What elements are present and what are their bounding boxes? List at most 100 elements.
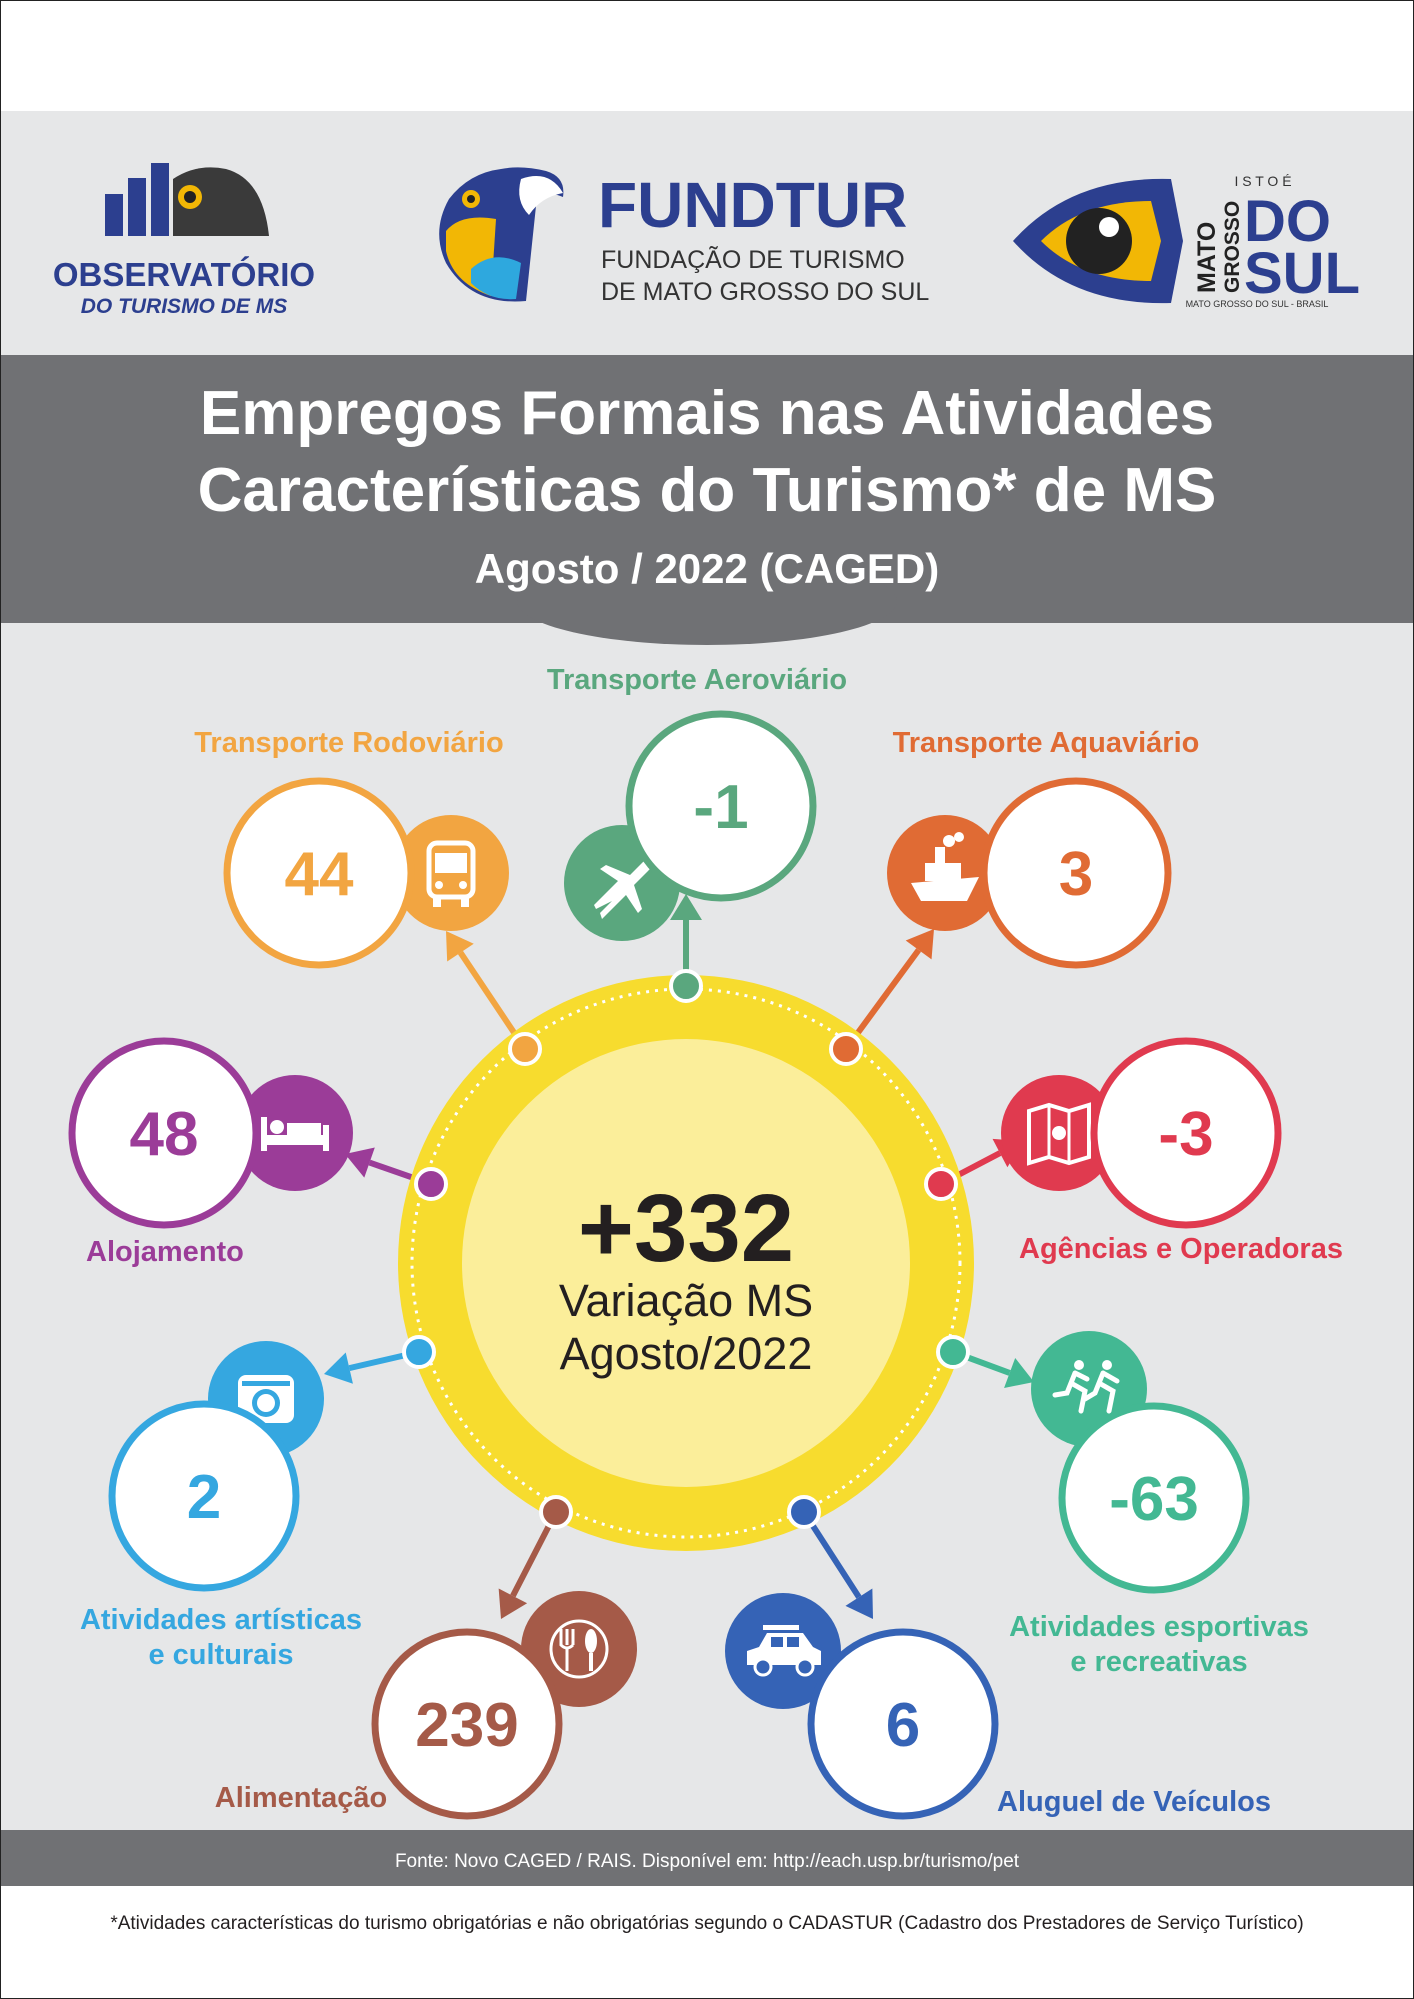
bus-body	[426, 840, 476, 900]
connector-arrowhead	[1004, 1357, 1034, 1388]
ship-smoke	[943, 835, 955, 847]
activity-label: Atividades esportivas	[1009, 1611, 1309, 1643]
activity-alojamento: 48 Alojamento	[68, 1037, 448, 1268]
bed-mattress	[267, 1135, 323, 1145]
connector-dot	[539, 1495, 573, 1529]
runner-head	[1102, 1360, 1112, 1370]
fundtur-logo: FUNDTUR FUNDAÇÃO DE TURISMO DE MATO GROS…	[439, 167, 929, 306]
source-text: Fonte: Novo CAGED / RAIS. Disponível em:…	[395, 1851, 1020, 1872]
connector-arrowhead	[498, 1588, 528, 1619]
activity-alimentacao: 239 Alimentação	[215, 1495, 637, 1820]
car-body	[747, 1633, 821, 1665]
source-band	[1, 1830, 1413, 1886]
activity-transporte-aeroviario: -1 Transporte Aeroviário	[547, 664, 847, 1003]
activity-label: Agências e Operadoras	[1019, 1233, 1343, 1265]
bar-icon	[151, 163, 169, 236]
connector-arrowhead	[845, 1588, 873, 1619]
activity-value-circle	[223, 777, 415, 969]
activity-value: -1	[693, 773, 748, 842]
ship-icon	[911, 832, 979, 901]
activity-value-circle	[625, 710, 817, 902]
activity-label: e culturais	[148, 1639, 293, 1671]
connector-dot	[787, 1495, 821, 1529]
bus-wheel	[461, 897, 469, 907]
map-icon	[1027, 1102, 1091, 1166]
runner-head	[1074, 1360, 1084, 1370]
activity-transporte-rodoviario: 44 Transporte Rodoviário	[194, 727, 542, 1066]
map-outline	[1027, 1102, 1091, 1166]
connector-arrowhead	[905, 929, 934, 960]
observatorio-name: OBSERVATÓRIO	[53, 256, 315, 293]
center-inner-disc	[462, 1039, 910, 1487]
title-line1: Empregos Formais nas Atividades	[200, 379, 1214, 448]
fundtur-bird-pupil-icon	[467, 195, 475, 203]
center-label1: Variação MS	[559, 1275, 813, 1326]
activity-value: 3	[1059, 840, 1093, 909]
activity-value-circle	[980, 777, 1172, 969]
activity-label: e recreativas	[1070, 1646, 1247, 1678]
center-label2: Agosto/2022	[560, 1328, 813, 1379]
connector-dot	[414, 1167, 448, 1201]
bed-pillow	[270, 1120, 284, 1134]
ship-deck	[925, 863, 961, 881]
camera-icon	[238, 1375, 294, 1423]
bed-blanket	[287, 1123, 321, 1135]
connector-arrowhead	[670, 894, 702, 920]
runner-body	[1052, 1370, 1090, 1414]
bed-icon	[261, 1117, 329, 1151]
map-pin	[1052, 1126, 1066, 1140]
activity-value-circle	[1090, 1037, 1282, 1229]
ms-eye-highlight-icon	[1099, 217, 1119, 237]
ship-smoke	[954, 832, 964, 842]
connector-arrowhead	[324, 1352, 353, 1384]
ms-sul: SUL	[1244, 241, 1360, 306]
activity-value: 48	[130, 1100, 199, 1169]
car-window	[771, 1637, 783, 1647]
activity-label: Transporte Aquaviário	[893, 727, 1200, 759]
bar-icon	[128, 178, 146, 236]
center-hub: +332 Variação MS Agosto/2022	[398, 975, 974, 1551]
activity-value-circle	[68, 1037, 260, 1229]
observatorio-subtitle: DO TURISMO DE MS	[81, 295, 288, 318]
runners-icon	[1052, 1360, 1120, 1414]
ms-eye-pupil-icon	[1066, 208, 1132, 274]
fork-knife-icon	[549, 1619, 609, 1679]
airplane-glyph	[594, 857, 655, 919]
activity-label: Transporte Rodoviário	[194, 727, 503, 759]
fundtur-bird-beak-icon	[519, 176, 563, 215]
bar-icon	[105, 194, 123, 236]
ship-chimney	[935, 847, 945, 863]
title-band-tab	[517, 557, 897, 645]
bed-foot	[323, 1125, 329, 1151]
ms-tagline: MATO GROSSO DO SUL - BRASIL	[1186, 299, 1329, 309]
bus-window	[435, 853, 467, 873]
bus-light	[459, 881, 467, 889]
bus-light	[435, 881, 443, 889]
activity-value: 239	[415, 1691, 518, 1760]
activity-value-circle	[371, 1628, 563, 1820]
car-rack	[763, 1625, 799, 1630]
activity-value-circle	[807, 1628, 999, 1820]
connector-dot	[829, 1032, 863, 1066]
bus-icon	[426, 840, 476, 907]
activity-value: 2	[187, 1463, 221, 1532]
car-window	[787, 1637, 799, 1647]
ship-hull	[911, 877, 979, 901]
connector-arrowhead	[345, 1147, 375, 1178]
activity-value: 6	[886, 1691, 920, 1760]
bed-head	[261, 1117, 267, 1151]
ms-mato: MATO	[1193, 222, 1221, 293]
activity-value-circle	[108, 1400, 300, 1592]
car-wheel	[753, 1657, 773, 1677]
connector-dot	[936, 1335, 970, 1369]
activity-transporte-aquaviario: 3 Transporte Aquaviário	[829, 727, 1200, 1066]
ms-do: DO	[1244, 189, 1331, 254]
runner-body	[1082, 1370, 1120, 1414]
activity-value-circle	[1058, 1402, 1250, 1594]
activity-label: Aluguel de Veículos	[997, 1786, 1271, 1818]
fork-glyph	[559, 1629, 575, 1671]
camera-lens-inner	[257, 1394, 275, 1412]
